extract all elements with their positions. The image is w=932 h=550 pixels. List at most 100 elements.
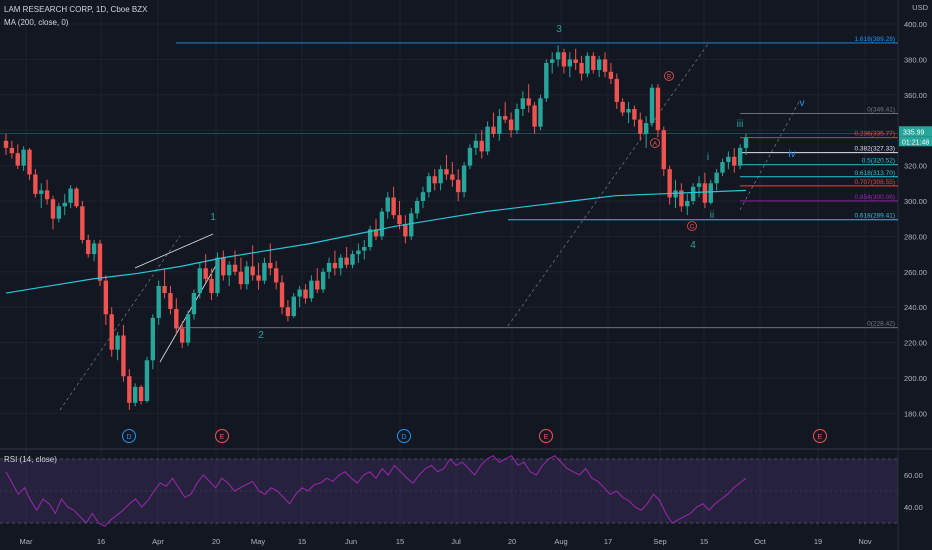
rsi-legend[interactable]: RSI (14, close) [4, 455, 57, 464]
candle-body [221, 257, 226, 276]
abc-marker [687, 221, 697, 231]
candle-body [27, 149, 32, 175]
candle-body [232, 264, 238, 272]
event-marker-label: E [818, 434, 823, 441]
candle-body [209, 278, 214, 294]
fib-level-label: 0.707(308.55) [855, 179, 895, 186]
candle-body [579, 62, 584, 74]
event-marker [397, 429, 411, 443]
candle-body [714, 172, 719, 184]
abc-marker [664, 71, 674, 81]
candle-body [338, 257, 343, 269]
candle-body [191, 293, 197, 315]
candle-body [444, 169, 449, 175]
candle-body [414, 201, 420, 214]
candle-body [608, 71, 614, 79]
price-tick-label: 320.00 [904, 162, 927, 171]
candle-body [737, 147, 743, 166]
candle-body [285, 307, 291, 317]
time-tick-label: 16 [97, 537, 105, 546]
candle-body [309, 280, 314, 299]
candle-body [174, 308, 179, 329]
candle-body [15, 153, 20, 166]
time-tick-label: Mar [20, 537, 33, 546]
price-tick-label: 380.00 [904, 55, 927, 64]
trend-line [134, 233, 214, 269]
candle-body [50, 199, 56, 219]
candle-body [303, 289, 308, 299]
candle-body [168, 293, 173, 309]
last-price-text: 335.99 [903, 129, 925, 136]
candle-body [127, 376, 132, 403]
candle-body [655, 87, 661, 131]
wave-label: iii [737, 119, 744, 130]
price-tick-label: 280.00 [904, 232, 927, 241]
countdown-text: 01:21:48 [902, 139, 929, 146]
candle-body [544, 62, 549, 99]
candle-body [103, 280, 109, 315]
candle-body [438, 169, 443, 184]
event-marker [813, 429, 827, 443]
candle-body [726, 156, 731, 163]
ma-legend[interactable]: MA (200, close, 0) [4, 18, 69, 27]
candle-body [485, 126, 490, 152]
candle-body [450, 174, 455, 180]
time-tick-label: Apr [152, 537, 164, 546]
candle-body [456, 179, 461, 193]
symbol-legend[interactable]: LAM RESEARCH CORP, 1D, Cboe BZX [4, 5, 148, 14]
candle-body [532, 105, 537, 127]
fib-level-label: 0.618(313.70) [855, 170, 895, 177]
candle-body [162, 285, 167, 294]
candle-body [602, 59, 608, 72]
candle-body [215, 257, 220, 294]
time-tick-label: 15 [298, 537, 306, 546]
time-tick-label: 15 [700, 537, 708, 546]
candle-body [514, 108, 520, 131]
candle-body [56, 206, 62, 219]
candle-body [185, 314, 191, 343]
time-tick-label: 20 [212, 537, 220, 546]
candle-body [708, 183, 713, 203]
time-tick-label: Nov [858, 537, 872, 546]
candle-body [555, 52, 561, 60]
candle-body [385, 197, 390, 212]
abc-label: A [653, 141, 658, 148]
candle-body [268, 262, 273, 269]
candle-body [720, 162, 725, 173]
abc-marker [650, 138, 660, 148]
event-marker [539, 429, 553, 443]
candle-body [297, 289, 302, 297]
candle-body [585, 55, 590, 74]
candle-body [520, 98, 526, 109]
candle-body [262, 262, 267, 281]
candle-body [690, 186, 696, 201]
candle-body [696, 183, 702, 187]
time-tick-label: 19 [814, 537, 822, 546]
candle-body [685, 201, 690, 207]
candle-body [250, 266, 255, 276]
candle-body [508, 119, 514, 131]
candle-body [638, 119, 643, 134]
wave-label: 1 [210, 212, 216, 223]
price-tick-label: 400.00 [904, 20, 927, 29]
candle-body [39, 190, 44, 194]
dashed-trend-line [507, 43, 709, 327]
candle-body [156, 285, 161, 318]
candle-body [256, 275, 261, 281]
candle-body [109, 314, 114, 350]
candle-body [86, 239, 91, 255]
candle-body [561, 52, 567, 67]
candle-body [526, 98, 531, 106]
candle-body [226, 264, 232, 276]
price-tick-label: 200.00 [904, 374, 927, 383]
fib-level-label: 0.382(327.33) [855, 146, 895, 153]
candle-body [591, 55, 596, 71]
candle-body [409, 213, 414, 237]
candle-body [743, 137, 749, 148]
candle-body [549, 59, 555, 63]
time-tick-label: Jun [345, 537, 357, 546]
price-tick-label: 260.00 [904, 268, 927, 277]
rsi-band [0, 459, 898, 523]
wave-label: v [800, 98, 805, 109]
